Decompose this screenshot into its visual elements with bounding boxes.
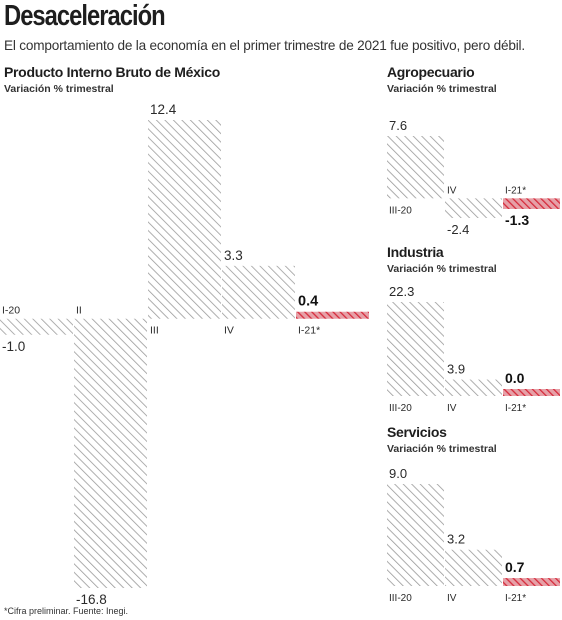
chart-subtitle-agropecuario: Variación % trimestral xyxy=(387,83,497,95)
bar-iii-20 xyxy=(387,484,444,586)
bar-iii-20 xyxy=(387,302,444,396)
bar-i-21- xyxy=(296,311,369,319)
category-label: III xyxy=(150,325,159,337)
chart-title-industria: Industria xyxy=(387,244,444,260)
value-label: 12.4 xyxy=(150,102,177,117)
bar-i-20 xyxy=(0,318,73,335)
category-label: III-20 xyxy=(389,403,412,414)
bar-i-21- xyxy=(503,389,560,396)
chart-subtitle-industria: Variación % trimestral xyxy=(387,263,497,275)
category-label: III-20 xyxy=(389,205,412,216)
footnote: *Cifra preliminar. Fuente: Inegi. xyxy=(4,606,129,616)
bar-i-21- xyxy=(503,198,560,209)
value-label: 7.6 xyxy=(389,118,407,133)
agropecuario-bar-chart: 7.6 III-20 -2.4 IV -1.3 I-21* xyxy=(387,118,560,237)
value-label: 3.3 xyxy=(224,248,243,263)
value-label: 3.2 xyxy=(447,532,465,547)
bar-iii-20 xyxy=(387,136,444,199)
category-label: IV xyxy=(224,325,234,337)
bar-iv xyxy=(222,265,295,319)
value-label: 9.0 xyxy=(389,466,407,481)
chart-subtitle-servicios: Variación % trimestral xyxy=(387,443,497,455)
category-label: I-21* xyxy=(298,325,320,337)
page-subtitle: El comportamiento de la economía en el p… xyxy=(4,38,525,53)
value-label: -2.4 xyxy=(447,222,469,237)
value-label: -16.8 xyxy=(76,592,107,607)
value-label: 0.7 xyxy=(505,559,525,575)
category-label: I-20 xyxy=(2,305,20,317)
category-label: II xyxy=(76,305,82,317)
value-label: 3.9 xyxy=(447,362,465,377)
industria-bar-chart: 22.3 III-20 3.9 IV 0.0 I-21* xyxy=(387,284,560,414)
category-label: I-21* xyxy=(505,593,526,604)
value-label: -1.0 xyxy=(2,339,25,354)
category-label: III-20 xyxy=(389,593,412,604)
bar-ii xyxy=(74,318,147,588)
category-label: I-21* xyxy=(505,185,526,196)
value-label: 22.3 xyxy=(389,284,414,299)
bar-i-21- xyxy=(503,578,560,586)
category-label: I-21* xyxy=(505,403,526,414)
category-label: IV xyxy=(447,593,457,604)
bar-iv xyxy=(445,379,502,396)
pib-bar-chart: -1.0 I-20 -16.8 II 12.4 III 3.3 IV 0.4 I-21* xyxy=(0,102,369,607)
page-title: Desaceleración xyxy=(4,0,166,32)
chart-subtitle-pib: Variación % trimestral xyxy=(4,83,114,95)
chart-title-pib: Producto Interno Bruto de México xyxy=(4,64,220,80)
category-label: IV xyxy=(447,185,457,196)
value-label: -1.3 xyxy=(505,212,529,228)
chart-title-servicios: Servicios xyxy=(387,424,447,440)
value-label: 0.4 xyxy=(298,294,318,310)
bar-iv xyxy=(445,549,502,586)
chart-title-agropecuario: Agropecuario xyxy=(387,64,475,80)
category-label: IV xyxy=(447,403,457,414)
bar-iii xyxy=(148,120,221,319)
servicios-bar-chart: 9.0 III-20 3.2 IV 0.7 I-21* xyxy=(387,466,560,604)
bar-iv xyxy=(445,198,502,218)
value-label: 0.0 xyxy=(505,370,525,386)
